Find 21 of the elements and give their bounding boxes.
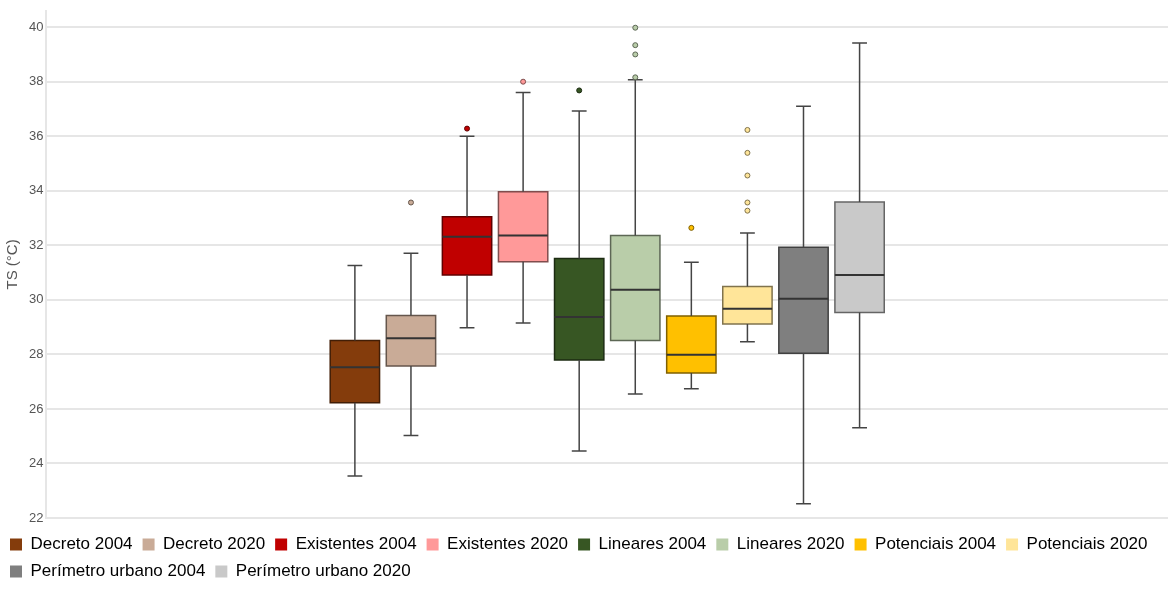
y-tick-label: 38 xyxy=(28,73,44,89)
y-tick-label: 26 xyxy=(28,400,44,416)
legend-label: Existentes 2020 xyxy=(447,534,569,554)
legend-label: Potenciais 2020 xyxy=(1026,534,1148,554)
y-tick-label: 24 xyxy=(28,455,44,471)
y-tick-label: 40 xyxy=(28,18,44,34)
legend-label: Existentes 2004 xyxy=(295,534,417,554)
y-tick-label: 30 xyxy=(28,291,44,307)
y-tick-label: 28 xyxy=(28,345,44,361)
y-axis-title: TS (°C) xyxy=(3,239,21,290)
legend-label: Lineares 2020 xyxy=(736,534,845,554)
legend-label: Decreto 2020 xyxy=(163,534,266,554)
y-tick-label: 22 xyxy=(28,509,44,525)
y-tick-label: 32 xyxy=(28,236,44,252)
legend-label: Lineares 2004 xyxy=(598,534,707,554)
legend-label: Perímetro urbano 2004 xyxy=(30,561,206,581)
legend-label: Decreto 2004 xyxy=(30,534,133,554)
legend-label: Potenciais 2004 xyxy=(875,534,997,554)
y-tick-label: 36 xyxy=(28,127,44,143)
legend-label: Perímetro urbano 2020 xyxy=(235,561,411,581)
y-tick-label: 34 xyxy=(28,182,44,198)
